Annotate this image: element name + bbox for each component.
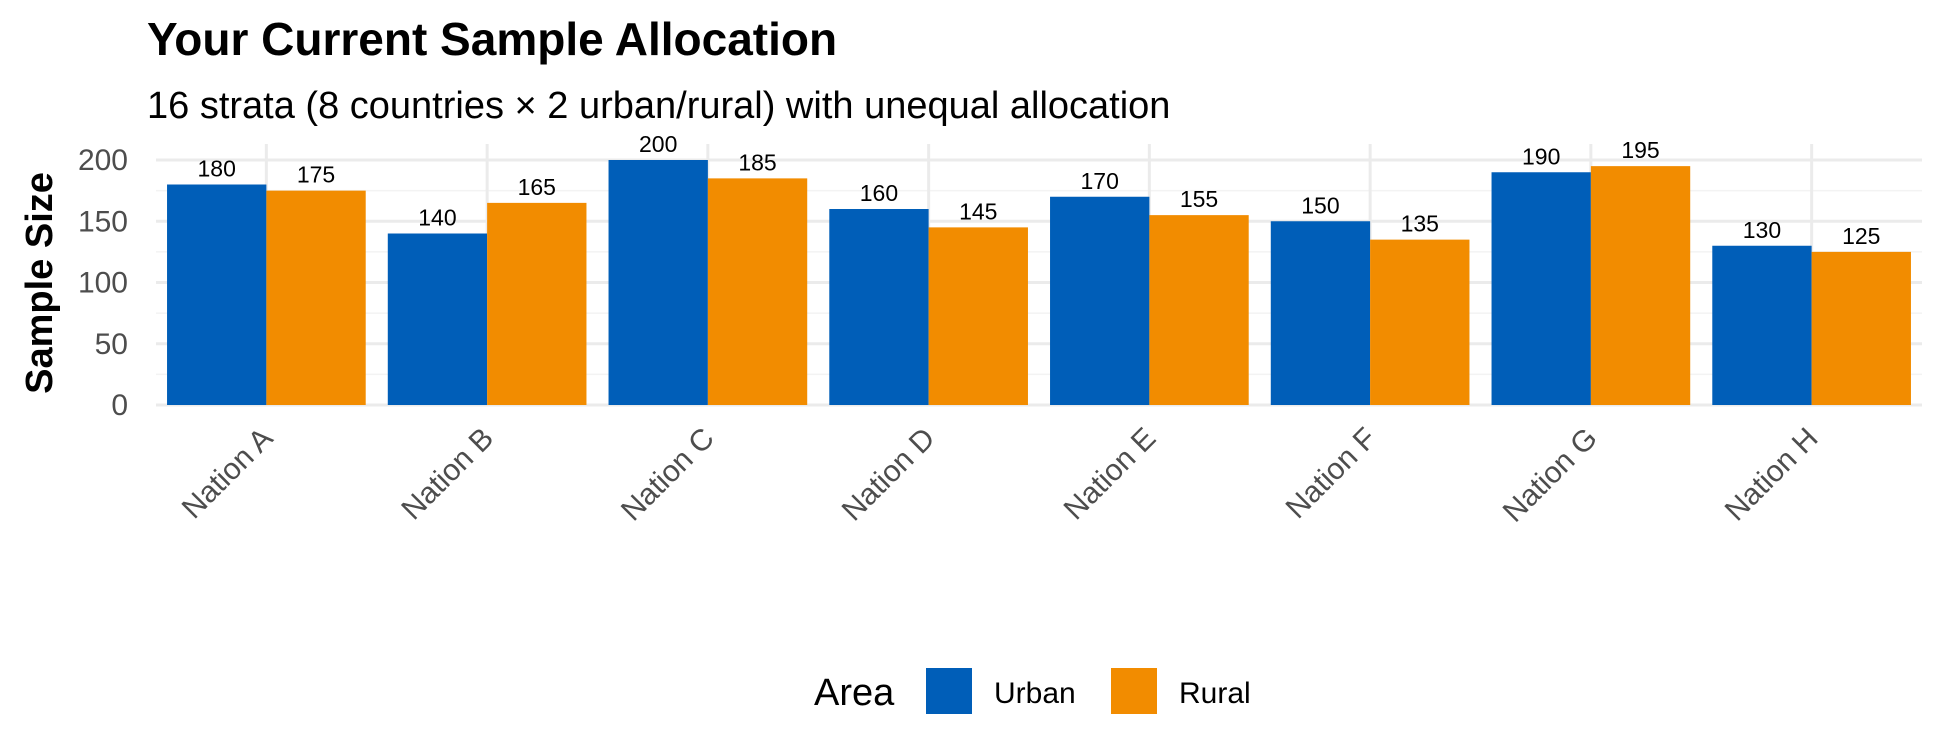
x-tick-label: Nation D — [836, 422, 942, 528]
bar-urban-2 — [387, 233, 488, 405]
x-tick-label: Nation A — [176, 422, 280, 526]
data-label: 140 — [418, 205, 456, 231]
x-axis-ticks: Nation A Nation B Nation C Nation D Nation E… — [176, 422, 1825, 529]
data-label: 175 — [297, 162, 335, 188]
bar-rural-1 — [266, 190, 366, 405]
bar-rural-5 — [1149, 215, 1249, 405]
bar-rural-6 — [1370, 239, 1470, 405]
data-label: 145 — [959, 198, 997, 224]
data-label: 160 — [860, 180, 898, 206]
data-labels-layer: 180 140 200 160 170 150 190 130 175 165 185 145 155 1… — [198, 131, 1881, 249]
data-label: 185 — [738, 149, 776, 175]
y-tick-label: 50 — [95, 328, 128, 361]
x-tick-label: Nation E — [1058, 422, 1163, 527]
data-label: 180 — [198, 156, 236, 182]
bar-rural-3 — [707, 178, 808, 405]
data-label: 130 — [1743, 217, 1781, 243]
legend-key-rural — [1111, 668, 1157, 714]
y-tick-label: 100 — [78, 267, 128, 300]
data-label: 165 — [518, 174, 556, 200]
data-label: 155 — [1180, 186, 1218, 212]
bar-urban-7 — [1491, 172, 1591, 405]
bar-urban-5 — [1050, 196, 1150, 405]
bar-rural-4 — [928, 227, 1028, 405]
y-tick-label: 0 — [111, 389, 128, 422]
data-label: 190 — [1522, 143, 1560, 169]
x-tick-label: Nation G — [1497, 422, 1604, 529]
legend-key-urban — [926, 668, 972, 714]
data-label: 135 — [1401, 211, 1439, 237]
bar-rural-7 — [1590, 166, 1691, 405]
legend-label-urban: Urban — [994, 677, 1076, 710]
bar-urban-3 — [608, 160, 708, 405]
y-axis-ticks: 0 50 100 150 200 — [78, 144, 128, 422]
legend: Area Urban Rural — [814, 668, 1251, 714]
bar-urban-1 — [167, 184, 267, 405]
data-label: 125 — [1842, 223, 1880, 249]
bar-rural-2 — [487, 202, 587, 405]
data-label: 195 — [1621, 137, 1659, 163]
y-tick-label: 150 — [78, 205, 128, 238]
y-tick-label: 200 — [78, 144, 128, 177]
x-tick-label: Nation F — [1280, 422, 1384, 526]
chart-title: Your Current Sample Allocation — [147, 13, 837, 65]
y-axis-title: Sample Size — [19, 172, 61, 394]
bar-urban-6 — [1270, 221, 1371, 405]
x-tick-label: Nation H — [1719, 422, 1825, 528]
data-label: 200 — [639, 131, 677, 157]
bar-urban-8 — [1712, 245, 1812, 405]
bars-layer — [167, 160, 1911, 405]
x-tick-label: Nation B — [395, 422, 500, 527]
chart-subtitle: 16 strata (8 countries × 2 urban/rural) … — [147, 85, 1170, 127]
data-label: 170 — [1081, 168, 1119, 194]
legend-label-rural: Rural — [1179, 677, 1251, 710]
x-tick-label: Nation C — [615, 422, 721, 528]
bar-urban-4 — [829, 209, 929, 405]
data-label: 150 — [1301, 192, 1339, 218]
bar-rural-8 — [1811, 251, 1911, 405]
legend-title: Area — [814, 672, 895, 714]
